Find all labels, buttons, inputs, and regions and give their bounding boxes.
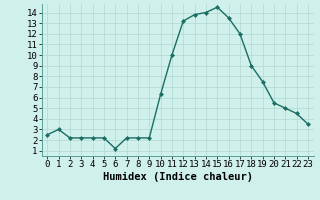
X-axis label: Humidex (Indice chaleur): Humidex (Indice chaleur) — [103, 172, 252, 182]
